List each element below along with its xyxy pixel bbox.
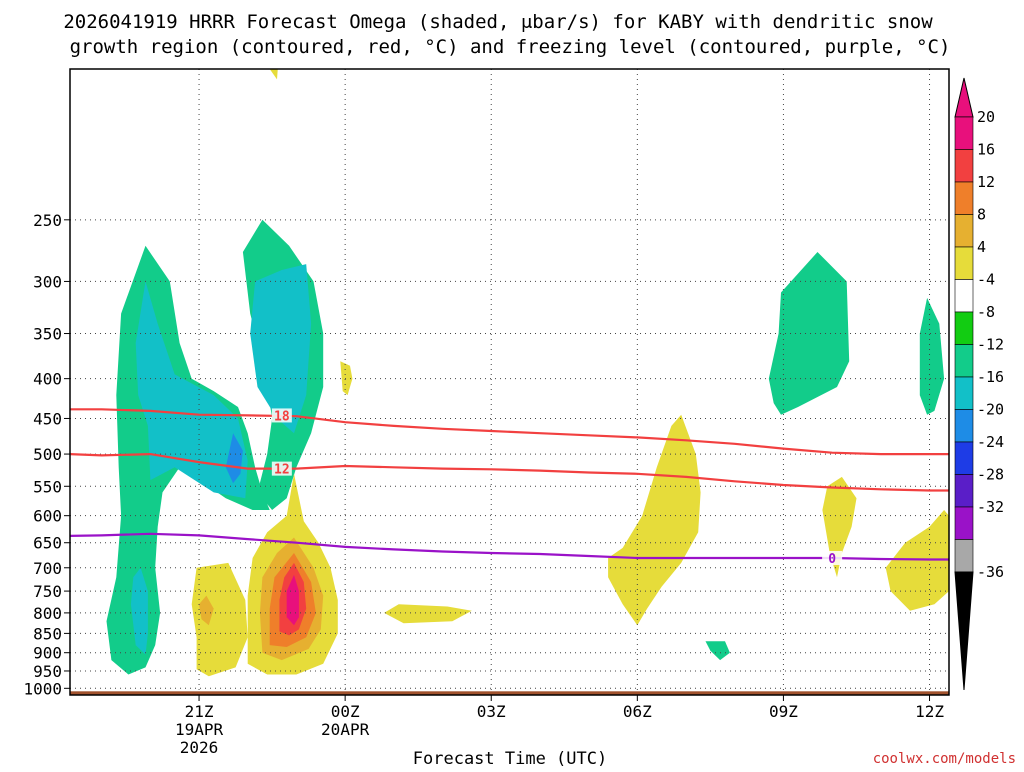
colorbar-bin--16--12 <box>954 376 974 410</box>
colorbar-label--16: -16 <box>977 368 1004 386</box>
omega-pos8-left <box>199 595 214 626</box>
colorbar-label--12: -12 <box>977 336 1004 354</box>
contour-label-bg-1 <box>271 461 292 476</box>
colorbar-bottom-arrow <box>954 571 974 691</box>
contour-label-12: 12 <box>274 463 290 478</box>
omega-neg16-spot <box>225 433 243 484</box>
y-tick-label-550: 550 <box>33 477 62 496</box>
omega-neg8-0800z <box>705 641 730 661</box>
colorbar-label--36: -36 <box>977 563 1004 581</box>
colorbar-label-12: 12 <box>977 173 995 191</box>
colorbar-top-arrow <box>954 77 974 118</box>
omega-pos4-400 <box>340 361 353 396</box>
colorbar-label-4: 4 <box>977 238 986 256</box>
colorbar-bin--28--24 <box>954 474 974 508</box>
dgz-minus12-line <box>70 452 949 492</box>
x-axis-label: Forecast Time (UTC) <box>413 749 607 768</box>
x-tick-label-21Z-1: 19APR <box>175 720 224 739</box>
colorbar-bin--32--28 <box>954 506 974 540</box>
x-tick-label-03Z-0: 03Z <box>477 702 506 721</box>
omega-neg8-12z <box>919 297 945 415</box>
y-tick-label-700: 700 <box>33 559 62 578</box>
x-tick-label-00Z-1: 20APR <box>321 720 370 739</box>
ground-fill <box>70 691 949 695</box>
colorbar-bin--24--20 <box>954 441 974 475</box>
colorbar-bin--4-4 <box>954 279 974 313</box>
omega-pos4-800 <box>384 604 472 624</box>
colorbar-label--8: -8 <box>977 303 995 321</box>
x-tick-label-21Z-2: 2026 <box>180 738 219 757</box>
colorbar-label--24: -24 <box>977 433 1004 451</box>
chart-title-line1: 2026041919 HRRR Forecast Omega (shaded, … <box>63 11 933 33</box>
colorbar-bin--12--8 <box>954 344 974 378</box>
y-tick-label-750: 750 <box>33 582 62 601</box>
y-tick-label-500: 500 <box>33 445 62 464</box>
omega-pos4-top-fleck <box>269 69 278 80</box>
colorbar-bin--8--4 <box>954 311 974 345</box>
omega-neg12-east <box>250 264 312 434</box>
y-tick-label-900: 900 <box>33 644 62 663</box>
contour-label-bg-0 <box>271 408 292 423</box>
colorbar-bin-12-16 <box>954 181 974 215</box>
contour-label-18: 18 <box>274 409 290 424</box>
y-tick-label-850: 850 <box>33 624 62 643</box>
y-tick-label-250: 250 <box>33 211 62 230</box>
contour-label-bg-2 <box>822 550 843 565</box>
ground-strip <box>70 691 949 695</box>
colorbar-bin--36--32 <box>954 539 974 573</box>
y-tick-label-800: 800 <box>33 604 62 623</box>
y-tick-label-600: 600 <box>33 507 62 526</box>
colorbar-label--20: -20 <box>977 401 1004 419</box>
plot-frame <box>69 68 950 696</box>
colorbar-label-8: 8 <box>977 206 986 224</box>
colorbar-label--28: -28 <box>977 466 1004 484</box>
credit-text: coolwx.com/models <box>873 751 1016 767</box>
colorbar-label--4: -4 <box>977 271 995 289</box>
chart-title-line2: growth region (contoured, red, °C) and f… <box>70 36 951 58</box>
colorbar-bin--20--16 <box>954 409 974 443</box>
colorbar-bin-8-12 <box>954 214 974 248</box>
y-tick-label-350: 350 <box>33 325 62 344</box>
colorbar-bin-4-8 <box>954 246 974 280</box>
y-tick-label-300: 300 <box>33 272 62 291</box>
y-tick-label-450: 450 <box>33 409 62 428</box>
x-tick-label-12Z-0: 12Z <box>915 702 944 721</box>
colorbar-bin-16-20 <box>954 149 974 183</box>
omega-pos4-06z <box>608 414 701 626</box>
y-tick-label-400: 400 <box>33 370 62 389</box>
y-tick-label-1000: 1000 <box>23 679 62 698</box>
x-tick-label-00Z-0: 00Z <box>331 702 360 721</box>
omega-neg12-upper <box>135 281 248 499</box>
colorbar-label--32: -32 <box>977 498 1004 516</box>
contour-label-0: 0 <box>828 552 836 567</box>
y-axis: 2503003504004505005506006507007508008509… <box>23 211 70 698</box>
x-tick-label-09Z-0: 09Z <box>769 702 798 721</box>
contour-lines: 18 12 0 <box>70 408 949 567</box>
colorbar: 20 16 12 8 4 -4 -8 -12 -16 -20 -24 -28 -32 -36 <box>954 77 1004 691</box>
colorbar-bin-20-24 <box>954 116 974 150</box>
x-tick-label-21Z-0: 21Z <box>185 702 214 721</box>
y-tick-label-950: 950 <box>33 662 62 681</box>
y-tick-label-650: 650 <box>33 534 62 553</box>
colorbar-label-16: 16 <box>977 141 995 159</box>
omega-neg8-09z <box>768 252 850 415</box>
colorbar-label-20: 20 <box>977 108 995 126</box>
dgz-minus18-line <box>70 408 949 456</box>
x-tick-label-06Z-0: 06Z <box>623 702 652 721</box>
